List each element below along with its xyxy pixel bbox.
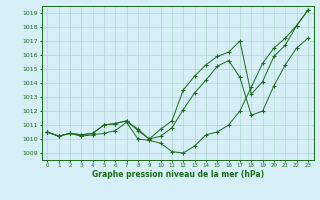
X-axis label: Graphe pression niveau de la mer (hPa): Graphe pression niveau de la mer (hPa): [92, 170, 264, 179]
